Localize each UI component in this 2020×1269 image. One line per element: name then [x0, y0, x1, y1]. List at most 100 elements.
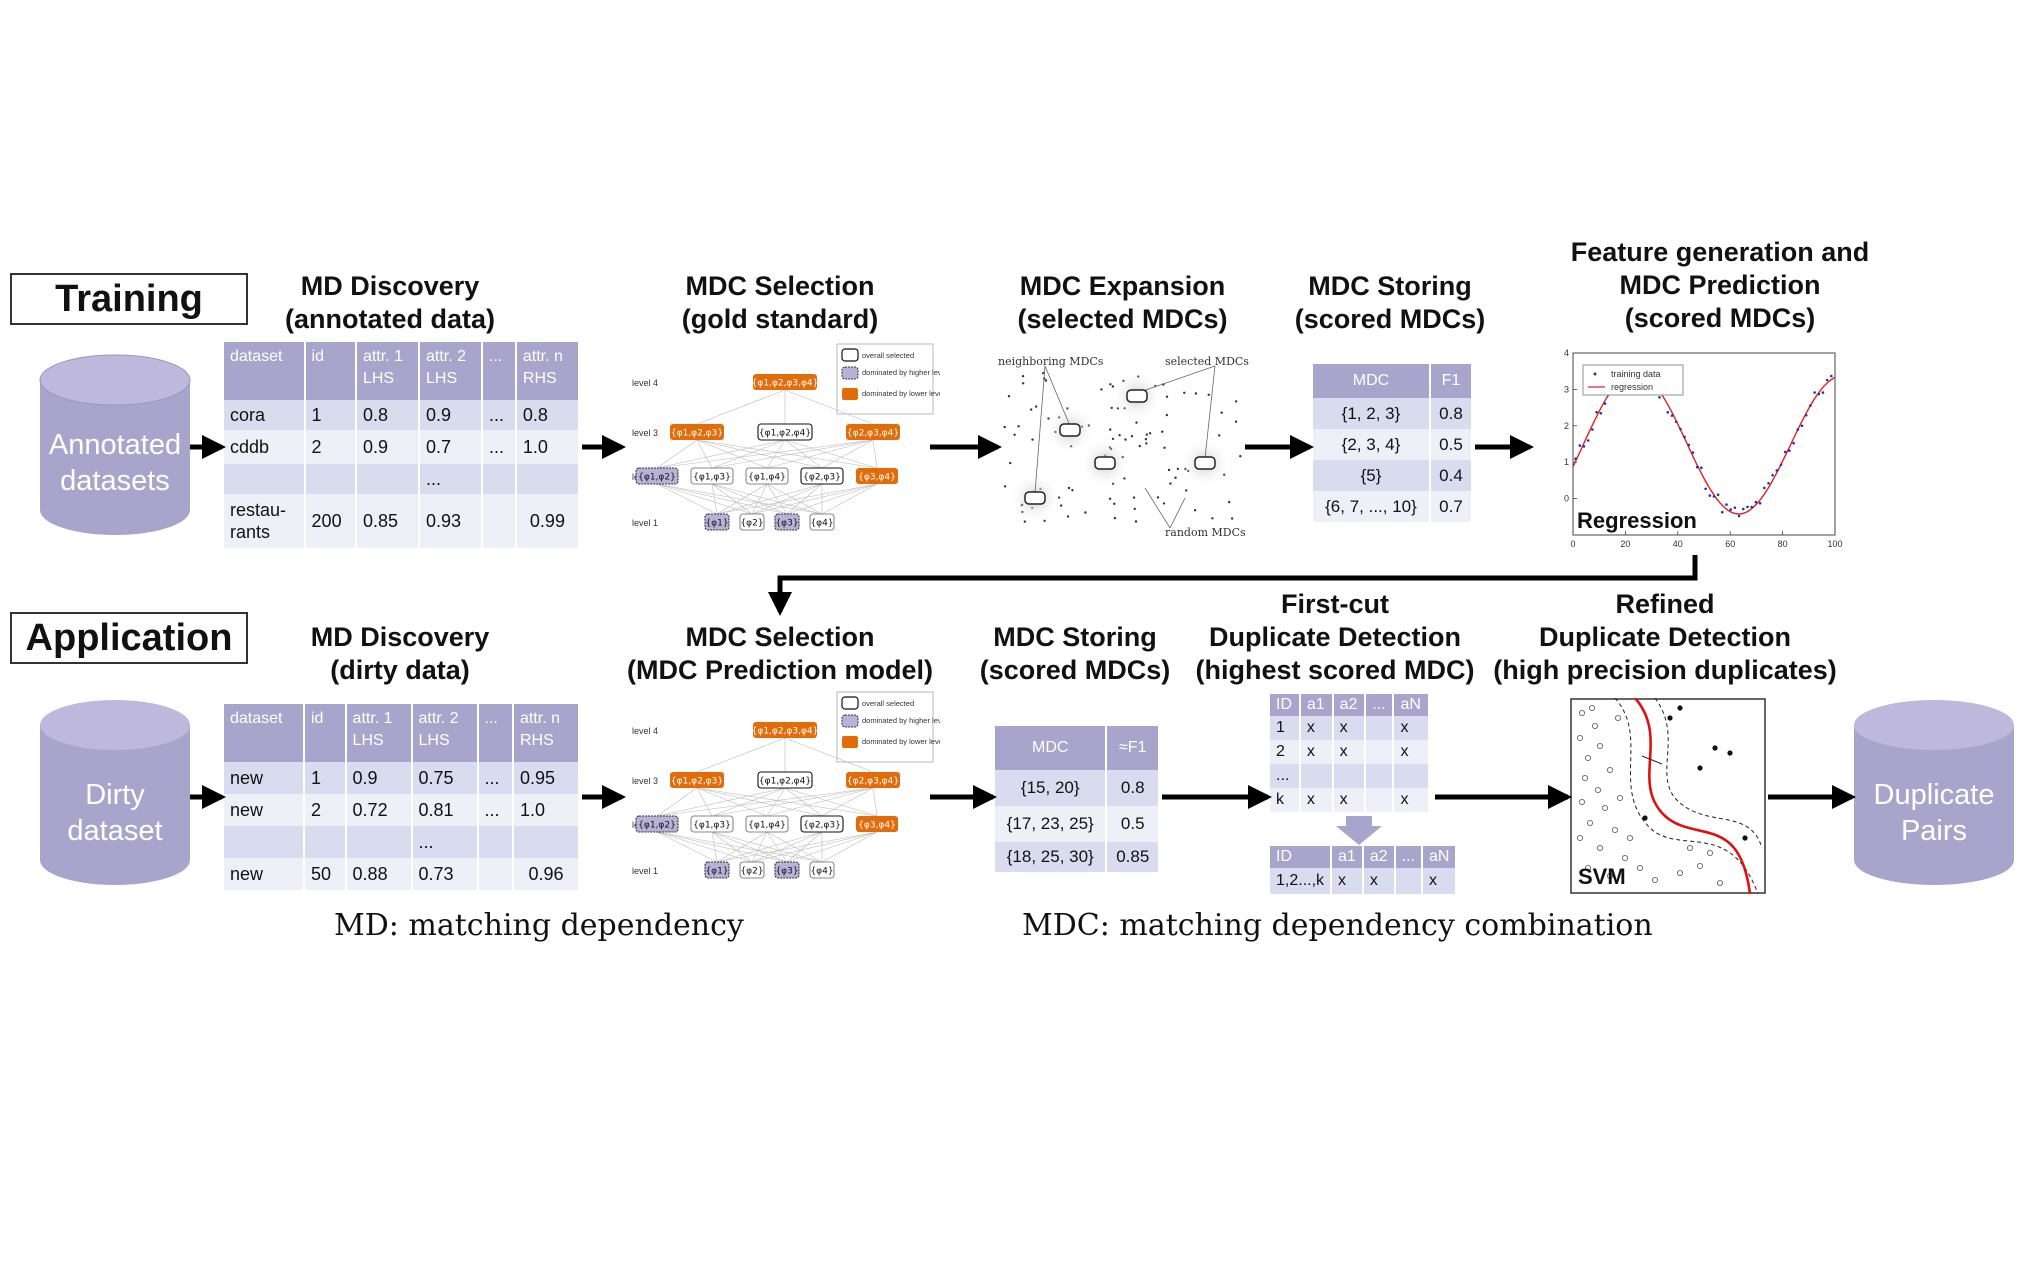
table-cell: x: [1332, 740, 1367, 764]
table-cell: [482, 464, 517, 494]
table-row: ...: [224, 464, 581, 494]
lattice-node-label: {φ1,φ2,φ3,φ4}: [752, 379, 819, 389]
data-point: [1733, 506, 1737, 509]
lattice-node-label: {φ1}: [705, 519, 728, 529]
connector: [1169, 497, 1186, 529]
expansion-point: [1084, 511, 1087, 514]
data-point: [1771, 474, 1774, 477]
table-cell: 0.8: [515, 400, 581, 430]
table-cell: {2, 3, 4}: [1313, 429, 1431, 460]
data-point: [1763, 486, 1766, 490]
expansion-point: [1218, 434, 1221, 437]
header-text: attr. 1: [362, 348, 403, 365]
column-header: ...: [1365, 694, 1395, 716]
table-cell: {6, 7, ..., 10}: [1313, 491, 1431, 522]
heading-line: (dirty data): [330, 655, 470, 685]
table-cell: ...: [482, 430, 517, 464]
expansion-point: [1031, 438, 1034, 441]
expansion-point: [1067, 486, 1071, 490]
legend-swatch-lower: [842, 388, 858, 400]
lattice-edge: [716, 483, 878, 515]
column-header: MDC: [1313, 364, 1431, 398]
lattice-edge: [821, 787, 874, 817]
header-text: RHS: [522, 370, 557, 387]
lattice-edge: [751, 831, 823, 863]
svm-class-open-points: [1577, 705, 1723, 886]
lattice-node-label: {φ1,φ2,φ4}: [759, 429, 811, 439]
lattice-node: {φ3}: [774, 513, 800, 531]
heading-line: MDC Selection: [685, 622, 875, 652]
expansion-point: [1138, 444, 1141, 448]
x-tick-label: 40: [1673, 539, 1683, 549]
lattice-node-label: {φ3}: [775, 519, 798, 529]
table-cell: {5}: [1313, 460, 1431, 491]
lattice-edge: [656, 831, 753, 863]
svm-open-point: [1622, 854, 1629, 861]
lattice-node-label: {φ2,φ3,φ4}: [847, 777, 899, 787]
lattice-node-label: {φ1,φ3}: [693, 821, 731, 831]
table-cell: [1365, 764, 1395, 788]
expansion-point: [1066, 515, 1070, 518]
column-header: ≈F1: [1106, 726, 1160, 770]
column-header: attr. 1 LHS: [345, 704, 413, 762]
svm-filled-point: [1667, 715, 1673, 721]
svm-open-point: [1578, 709, 1585, 716]
data-point: [1674, 420, 1678, 424]
data-point: [1825, 378, 1829, 382]
header-text: id: [311, 348, 324, 365]
lattice-edge: [656, 787, 874, 817]
lattice-edge: [711, 483, 788, 515]
annotated-datasets-label: Annotated datasets: [40, 427, 190, 499]
header-text: LHS: [425, 370, 458, 387]
data-point: [1729, 508, 1732, 511]
lattice-edge: [656, 483, 788, 515]
lattice-node: {φ1,φ2}: [635, 815, 679, 833]
table-cell: 2: [304, 430, 357, 464]
heading-line: (selected MDCs): [1017, 304, 1228, 334]
table-cell: [1332, 764, 1367, 788]
expansion-point: [1165, 395, 1169, 398]
lattice-edge: [766, 483, 788, 515]
expansion-point: [1161, 430, 1164, 433]
data-point: [1821, 391, 1825, 394]
table-cell: 0.9: [418, 400, 484, 430]
lattice-node-box: [846, 424, 900, 440]
footnote-mdc: MDC: matching dependency combination: [1022, 908, 1653, 943]
svm-open-point: [1716, 879, 1723, 886]
column-header: a2: [1332, 694, 1367, 716]
lattice-edge: [656, 787, 786, 817]
lattice-edge: [711, 439, 786, 469]
lattice-edge: [711, 831, 788, 863]
legend-text: overall selected: [862, 351, 914, 360]
table-cell: [1393, 764, 1430, 788]
data-point: [1804, 413, 1808, 417]
data-point: [1658, 396, 1661, 399]
lattice-node-label: {φ1,φ2,φ3,φ4}: [752, 727, 819, 737]
column-header: aN: [1421, 846, 1458, 868]
table-cell: {17, 23, 25}: [995, 806, 1108, 842]
lattice-node: {φ1,φ3}: [690, 467, 734, 485]
expansion-point: [1109, 428, 1112, 431]
lattice-edge: [656, 483, 753, 515]
lattice-legend: overall selected dominated by higher leve…: [836, 691, 940, 763]
lattice-node-box: [753, 374, 817, 390]
x-tick-label: 60: [1725, 539, 1735, 549]
svm-open-point: [1652, 876, 1659, 883]
lattice-edge: [716, 483, 823, 515]
table-cell: 1.0: [515, 430, 581, 464]
column-header: ...: [477, 704, 514, 762]
level-label: level 1: [632, 518, 658, 528]
data-point: [1595, 410, 1598, 414]
table-cell: [1365, 788, 1395, 812]
lattice-node-box: [745, 815, 789, 833]
lattice-edge: [711, 483, 718, 515]
table-cell: [355, 464, 420, 494]
table-cell: x: [1393, 716, 1430, 740]
column-header: dataset: [224, 704, 305, 762]
lattice-node: {φ1,φ4}: [745, 467, 789, 485]
heading-mdc-selection-training: MDC Selection (gold standard): [640, 270, 920, 336]
data-point: [1737, 514, 1741, 518]
column-header: ...: [1394, 846, 1423, 868]
heading-line: (high precision duplicates): [1493, 655, 1837, 685]
table-cell: ...: [418, 464, 484, 494]
